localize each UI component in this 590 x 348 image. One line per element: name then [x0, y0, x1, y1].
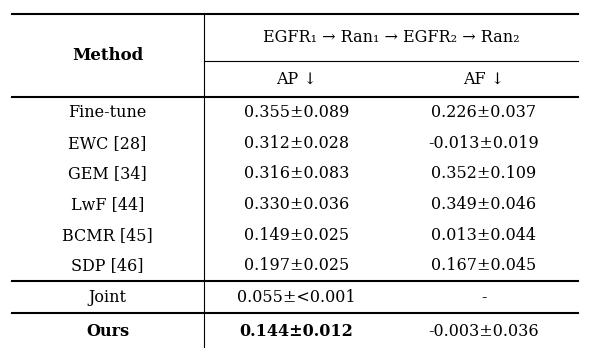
Text: Joint: Joint	[88, 289, 127, 306]
Text: BCMR [45]: BCMR [45]	[63, 227, 153, 244]
Text: EGFR₁ → Ran₁ → EGFR₂ → Ran₂: EGFR₁ → Ran₁ → EGFR₂ → Ran₂	[263, 29, 519, 46]
Text: 0.144±0.012: 0.144±0.012	[240, 323, 353, 340]
Text: Method: Method	[72, 47, 143, 64]
Text: -: -	[481, 289, 487, 306]
Text: 0.055±<0.001: 0.055±<0.001	[237, 289, 356, 306]
Text: 0.226±0.037: 0.226±0.037	[431, 104, 536, 121]
Text: 0.013±0.044: 0.013±0.044	[431, 227, 536, 244]
Text: 0.330±0.036: 0.330±0.036	[244, 196, 349, 213]
Text: 0.352±0.109: 0.352±0.109	[431, 166, 536, 182]
Text: -0.013±0.019: -0.013±0.019	[428, 135, 539, 152]
Text: 0.167±0.045: 0.167±0.045	[431, 258, 536, 274]
Text: LwF [44]: LwF [44]	[71, 196, 145, 213]
Text: 0.197±0.025: 0.197±0.025	[244, 258, 349, 274]
Text: AF ↓: AF ↓	[463, 71, 504, 88]
Text: GEM [34]: GEM [34]	[68, 166, 147, 182]
Text: 0.312±0.028: 0.312±0.028	[244, 135, 349, 152]
Text: Fine-tune: Fine-tune	[68, 104, 147, 121]
Text: Ours: Ours	[86, 323, 129, 340]
Text: EWC [28]: EWC [28]	[68, 135, 147, 152]
Text: AP ↓: AP ↓	[276, 71, 317, 88]
Text: 0.149±0.025: 0.149±0.025	[244, 227, 349, 244]
Text: 0.355±0.089: 0.355±0.089	[244, 104, 349, 121]
Text: -0.003±0.036: -0.003±0.036	[428, 323, 539, 340]
Text: 0.349±0.046: 0.349±0.046	[431, 196, 536, 213]
Text: 0.316±0.083: 0.316±0.083	[244, 166, 349, 182]
Text: SDP [46]: SDP [46]	[71, 258, 144, 274]
